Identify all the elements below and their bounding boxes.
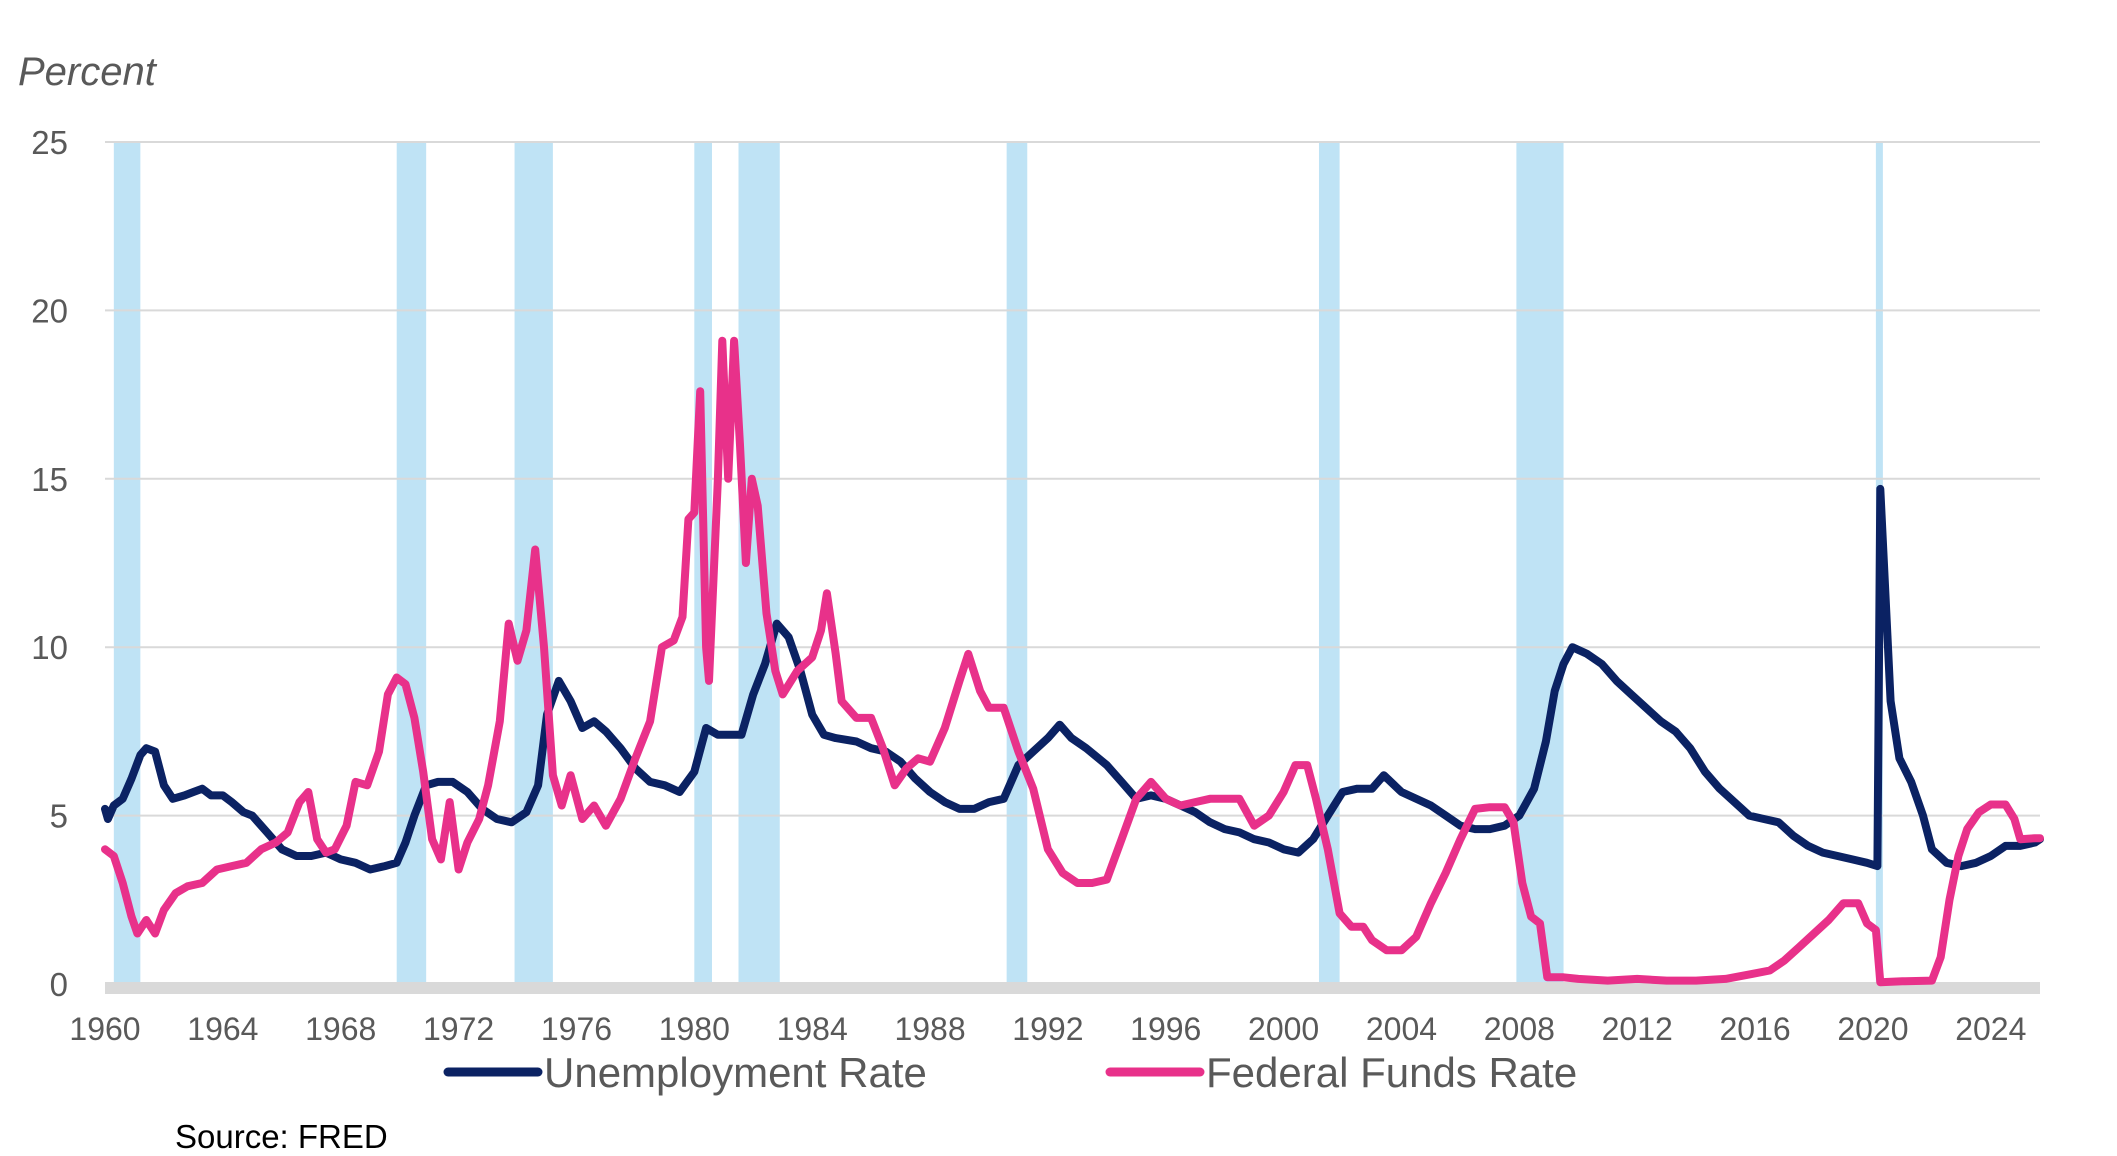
legend-label: Unemployment Rate [544, 1049, 927, 1096]
recession-band [113, 142, 141, 984]
legend-label: Federal Funds Rate [1206, 1049, 1577, 1096]
x-tick-label: 2004 [1366, 1011, 1437, 1047]
x-tick-label: 2016 [1719, 1011, 1790, 1047]
y-tick-label: 15 [31, 461, 68, 498]
series-lines [101, 336, 2044, 987]
series-line-federal-funds-rate [101, 336, 2044, 987]
recession-band [1318, 142, 1340, 984]
x-tick-label: 1976 [541, 1011, 612, 1047]
recession-band [1006, 142, 1028, 984]
recession-band [1516, 142, 1564, 984]
y-tick-label: 0 [50, 966, 68, 1003]
x-tick-label: 2020 [1837, 1011, 1908, 1047]
x-tick-label: 1968 [305, 1011, 376, 1047]
x-tick-label: 1992 [1012, 1011, 1083, 1047]
x-tick-label: 1980 [659, 1011, 730, 1047]
y-tick-label: 10 [31, 629, 68, 666]
axes: 0 5 10 15 20 25 1960 1964 1968 1972 1976 1980 1984 19… [31, 124, 2040, 1047]
x-tick-label: 1972 [423, 1011, 494, 1047]
y-tick-label: 25 [31, 124, 68, 161]
x-tick-label: 1996 [1130, 1011, 1201, 1047]
x-tick-label: 2012 [1602, 1011, 1673, 1047]
gridlines [105, 141, 2040, 817]
x-tick-label: 2008 [1484, 1011, 1555, 1047]
x-axis-line [105, 982, 2040, 994]
x-tick-label: 2024 [1955, 1011, 2026, 1047]
x-tick-label: 1964 [187, 1011, 258, 1047]
y-axis-label: Percent [18, 50, 156, 94]
y-tick-label: 20 [31, 292, 68, 329]
series-line-unemployment-rate [101, 484, 2044, 874]
legend: Unemployment Rate Federal Funds Rate [443, 1049, 1577, 1096]
recession-bands [113, 142, 1883, 984]
x-tick-label: 1988 [894, 1011, 965, 1047]
x-tick-label: 1960 [69, 1011, 140, 1047]
source-note: Source: FRED [175, 1118, 388, 1155]
x-tick-label: 2000 [1248, 1011, 1319, 1047]
x-tick-label: 1984 [777, 1011, 848, 1047]
y-tick-label: 5 [50, 798, 68, 835]
